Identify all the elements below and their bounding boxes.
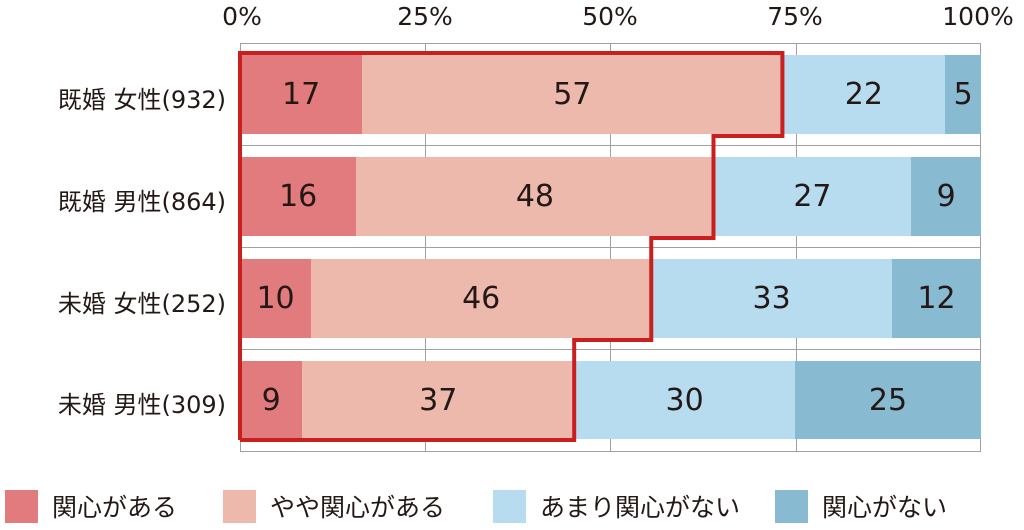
segment-not-very-interested: 27	[713, 157, 912, 236]
x-tick-label: 100%	[942, 2, 1014, 31]
segment-not-interested: 5	[945, 55, 981, 134]
row-separator	[240, 247, 981, 248]
row-label: 既婚 男性(864)	[57, 188, 226, 216]
segment-interested: 10	[240, 259, 312, 338]
segment-not-interested: 9	[911, 157, 981, 236]
legend: 関心がある やや関心がある あまり関心がない 関心がない	[0, 489, 1024, 523]
segment-somewhat-interested: 46	[311, 259, 652, 338]
legend-label: 関心がある	[52, 493, 178, 522]
legend-label: 関心がない	[822, 493, 948, 522]
legend-item: 関心がある	[5, 489, 177, 523]
segment-interested: 17	[240, 55, 363, 134]
row-label: 既婚 女性(932)	[57, 86, 226, 114]
legend-label: あまり関心がない	[540, 493, 741, 522]
bar-row: 17 57 22 5	[240, 55, 981, 134]
segment-somewhat-interested: 57	[362, 55, 783, 134]
segment-not-interested: 12	[892, 259, 981, 338]
x-tick-label: 0%	[222, 2, 262, 31]
segment-not-very-interested: 33	[651, 259, 893, 338]
row-separator	[240, 145, 981, 146]
row-label: 未婚 男性(309)	[57, 391, 226, 419]
legend-swatch-icon	[775, 489, 808, 523]
x-tick-label: 25%	[397, 2, 453, 31]
segment-interested: 9	[240, 361, 303, 439]
x-tick-label: 75%	[767, 2, 823, 31]
legend-swatch-icon	[223, 489, 256, 523]
legend-item: 関心がない	[775, 489, 947, 523]
bar-row: 16 48 27 9	[240, 157, 981, 236]
x-tick-label: 50%	[582, 2, 638, 31]
row-separator	[240, 349, 981, 350]
segment-not-interested: 25	[794, 361, 981, 439]
legend-item: あまり関心がない	[493, 489, 740, 523]
bar-row: 9 37 30 25	[240, 361, 981, 439]
row-label: 未婚 女性(252)	[57, 290, 226, 318]
segment-not-very-interested: 30	[574, 361, 795, 439]
legend-item: やや関心がある	[223, 489, 445, 523]
bar-row: 10 46 33 12	[240, 259, 981, 338]
legend-swatch-icon	[5, 489, 38, 523]
segment-interested: 16	[240, 157, 357, 236]
legend-swatch-icon	[493, 489, 526, 523]
legend-label: やや関心がある	[270, 493, 446, 522]
segment-somewhat-interested: 48	[356, 157, 714, 236]
segment-somewhat-interested: 37	[302, 361, 575, 439]
segment-not-very-interested: 22	[782, 55, 946, 134]
